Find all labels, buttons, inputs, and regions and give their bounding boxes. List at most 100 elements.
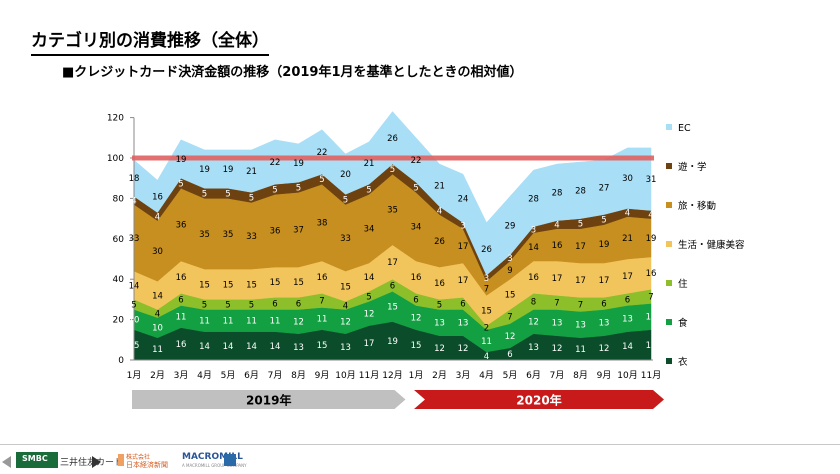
data-label: 14: [528, 243, 539, 253]
data-label: 12: [340, 318, 351, 328]
x-tick-label: 7月: [268, 370, 283, 381]
data-label: 7: [554, 298, 559, 308]
legend-swatch-遊・学: [666, 163, 672, 169]
year-band-2019年: [132, 390, 406, 409]
data-label: 22: [270, 158, 281, 168]
data-label: 21: [364, 159, 375, 169]
data-label: 15: [270, 278, 281, 288]
x-tick-label: 11月: [641, 370, 661, 381]
data-label: 4: [625, 209, 630, 219]
data-label: 16: [411, 273, 422, 283]
data-label: 5: [178, 179, 183, 189]
data-label: 15: [481, 307, 492, 317]
data-label: 34: [364, 225, 375, 235]
data-label: 21: [246, 167, 257, 177]
x-tick-label: 3月: [174, 370, 189, 381]
data-label: 16: [646, 269, 657, 279]
data-label: 5: [366, 292, 371, 302]
data-label: 13: [622, 315, 633, 325]
x-tick-label: 8月: [573, 370, 588, 381]
data-label: 27: [599, 183, 610, 193]
data-label: 16: [528, 273, 539, 283]
data-label: 4: [343, 301, 348, 311]
data-label: 11: [246, 317, 257, 327]
data-label: 14: [129, 281, 140, 291]
area-EC: [133, 111, 652, 276]
data-label: 16: [176, 340, 187, 350]
data-label: 13: [552, 319, 563, 329]
data-label: 17: [364, 339, 375, 349]
data-label: 5: [366, 185, 371, 195]
data-label: 14: [223, 342, 234, 352]
data-label: 26: [387, 134, 398, 144]
data-label: 3: [460, 222, 465, 232]
data-label: 5: [202, 189, 207, 199]
data-label: 16: [176, 273, 187, 283]
data-label: 6: [296, 299, 301, 309]
x-tick-label: 3月: [456, 370, 471, 381]
data-label: 19: [387, 337, 398, 347]
data-label: 38: [317, 219, 328, 229]
y-tick-label: 40: [113, 275, 125, 285]
legend-label: 住: [678, 278, 688, 290]
data-label: 13: [599, 319, 610, 329]
y-tick-label: 120: [107, 114, 124, 124]
data-label: 4: [554, 221, 559, 231]
data-label: 15: [411, 341, 422, 351]
y-tick-label: 0: [118, 356, 124, 366]
data-label: 21: [622, 234, 633, 244]
data-label: 37: [293, 226, 304, 236]
data-label: 21: [434, 181, 445, 191]
data-label: 16: [317, 273, 328, 283]
macromill-logo: MACROMILL: [182, 452, 243, 462]
next-arrow-icon[interactable]: [92, 456, 101, 468]
data-label: 9: [507, 266, 512, 276]
previous-arrow-icon[interactable]: [2, 456, 11, 468]
nikkei-mark-icon: [118, 454, 124, 466]
legend-swatch-旅・移動: [666, 202, 672, 208]
nikkei-logo-bottom: 日本経済新聞: [126, 461, 168, 469]
y-tick-label: 20: [113, 316, 125, 326]
data-label: 15: [199, 280, 210, 290]
data-label: 11: [223, 317, 234, 327]
data-label: 10: [129, 316, 140, 326]
data-label: 20: [340, 170, 351, 180]
data-label: 5: [413, 183, 418, 193]
data-label: 6: [507, 350, 512, 360]
data-label: 5: [601, 216, 606, 226]
legend-label: 旅・移動: [678, 200, 716, 212]
data-label: 10: [152, 324, 163, 334]
data-label: 15: [223, 280, 234, 290]
data-label: 5: [249, 193, 254, 203]
data-label: 11: [481, 337, 492, 347]
data-label: 12: [505, 332, 516, 342]
data-label: 3: [484, 274, 489, 284]
data-label: 8: [531, 297, 536, 307]
data-label: 33: [129, 234, 140, 244]
legend-label: 衣: [678, 356, 688, 368]
data-label: 16: [552, 241, 563, 251]
x-tick-label: 4月: [479, 370, 494, 381]
data-label: 3: [507, 254, 512, 264]
x-tick-label: 10月: [617, 370, 637, 381]
data-label: 5: [249, 300, 254, 310]
legend-label: EC: [678, 123, 691, 134]
data-label: 33: [246, 232, 257, 242]
data-label: 12: [458, 344, 469, 354]
x-tick-label: 9月: [315, 370, 330, 381]
x-tick-label: 9月: [597, 370, 612, 381]
data-label: 12: [411, 314, 422, 324]
data-label: 19: [646, 234, 657, 244]
data-label: 22: [317, 148, 328, 158]
x-tick-label: 6月: [244, 370, 259, 381]
macromill-logo-sub: A MACROMILL GROUP COMPANY: [182, 463, 247, 468]
data-label: 14: [270, 342, 281, 352]
data-label: 35: [223, 230, 234, 240]
x-tick-label: 8月: [291, 370, 306, 381]
data-label: 5: [225, 300, 230, 310]
data-label: 5: [390, 165, 395, 175]
data-label: 3: [531, 226, 536, 236]
data-label: 6: [625, 295, 630, 305]
data-label: 14: [246, 342, 257, 352]
data-label: 6: [272, 299, 277, 309]
